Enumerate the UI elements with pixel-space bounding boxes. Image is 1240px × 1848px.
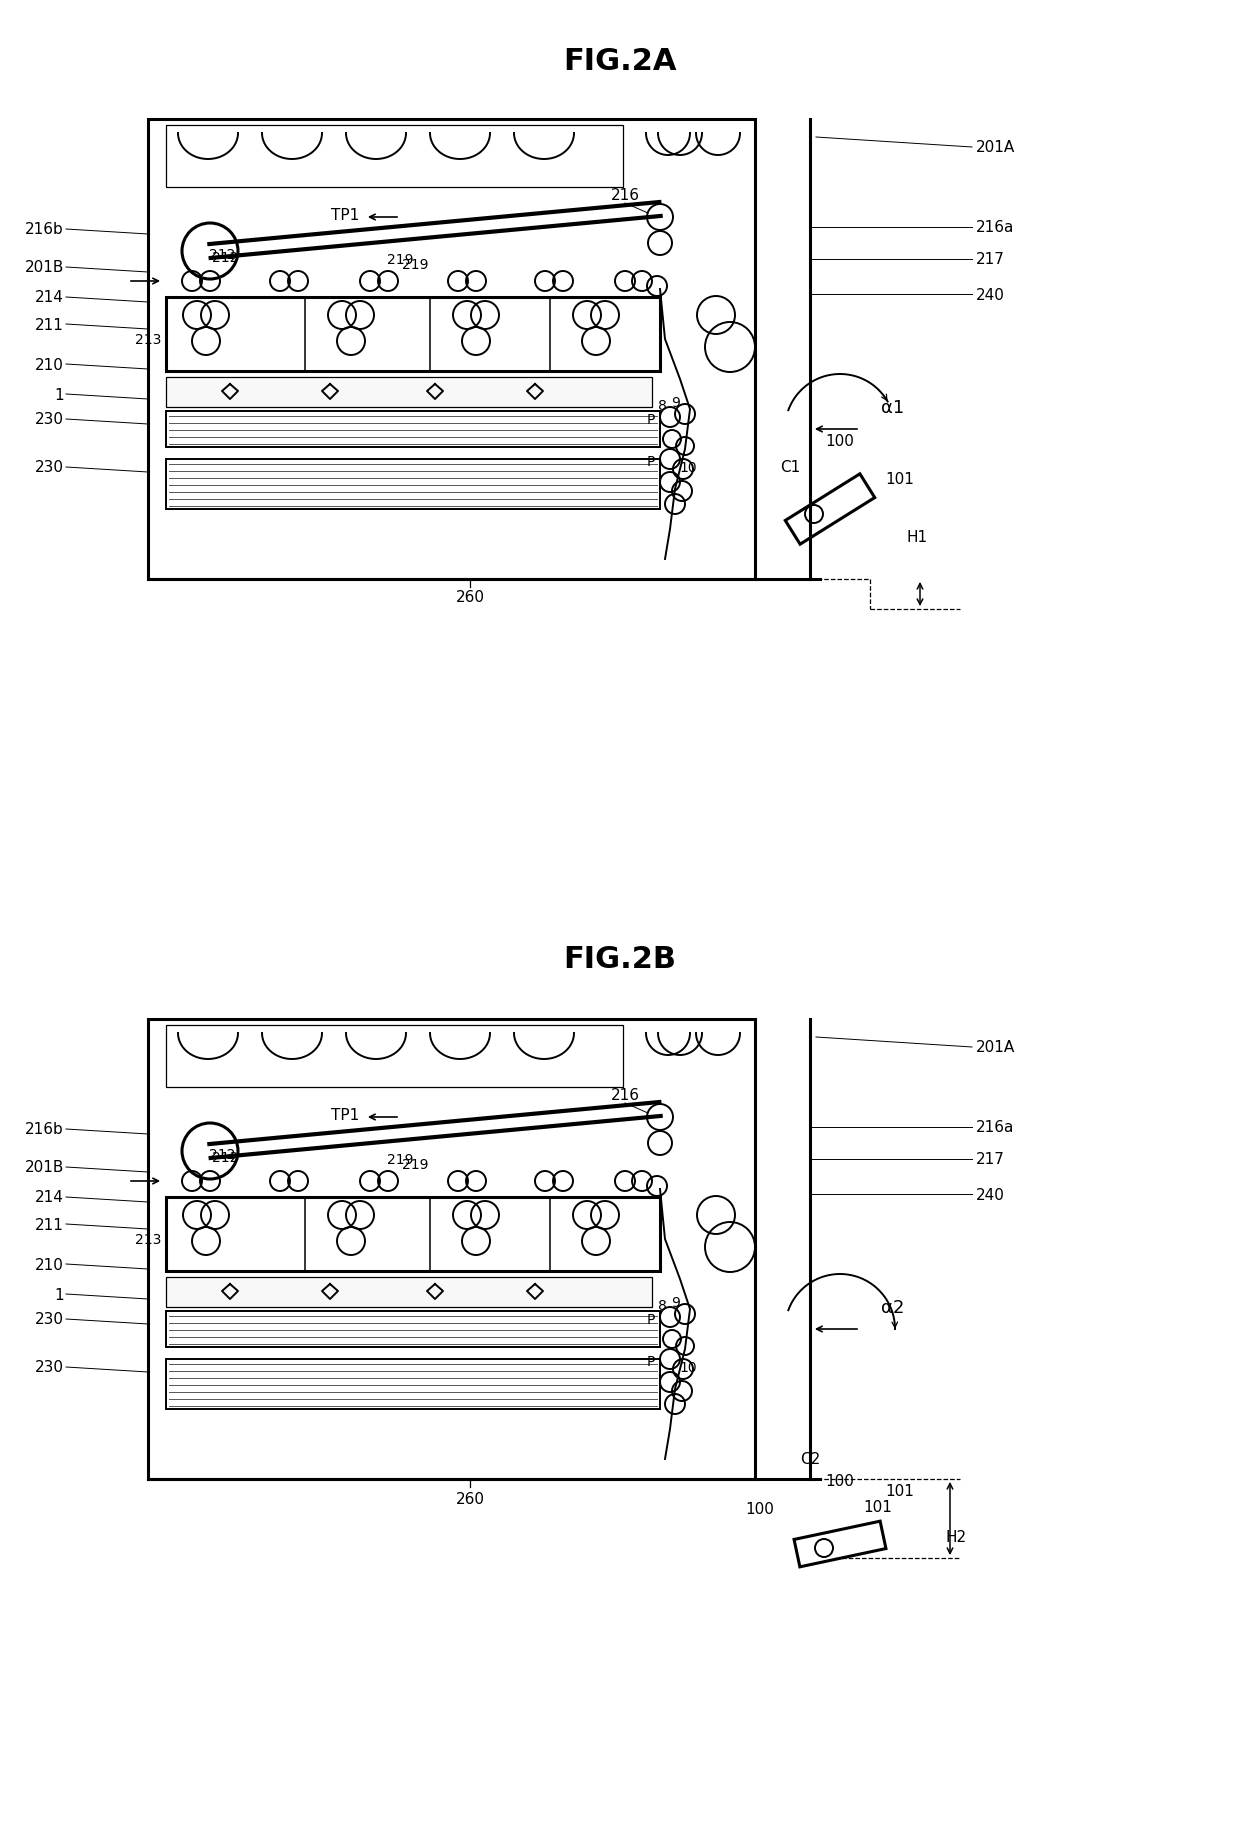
Text: 230: 230	[35, 460, 64, 475]
Text: 219: 219	[387, 253, 413, 266]
Text: 101: 101	[863, 1501, 893, 1515]
Text: 219: 219	[402, 1157, 428, 1172]
Text: 201B: 201B	[25, 261, 64, 275]
Text: FIG.2A: FIG.2A	[563, 48, 677, 76]
Text: 216: 216	[610, 1087, 640, 1101]
Text: 230: 230	[35, 1312, 64, 1327]
Text: 213: 213	[135, 1233, 161, 1246]
Text: 211: 211	[35, 318, 64, 333]
Text: 210: 210	[35, 357, 64, 371]
Bar	[166, 460, 660, 510]
Text: 219: 219	[387, 1153, 413, 1166]
Bar	[166, 126, 622, 188]
Text: 10: 10	[680, 460, 697, 475]
Bar	[166, 1277, 652, 1307]
Text: TP1: TP1	[331, 207, 360, 222]
Text: P: P	[647, 1312, 655, 1327]
Text: 9: 9	[672, 1295, 681, 1308]
Text: 101: 101	[885, 1484, 914, 1499]
Text: 211: 211	[35, 1216, 64, 1233]
Text: 214: 214	[35, 290, 64, 305]
Bar	[148, 1020, 755, 1478]
Bar	[166, 412, 660, 447]
Text: 8: 8	[657, 1299, 666, 1312]
Text: 8: 8	[657, 399, 666, 412]
Text: 230: 230	[35, 412, 64, 427]
Text: 212: 212	[212, 1149, 238, 1164]
Bar	[166, 1312, 660, 1347]
Text: 212: 212	[208, 248, 236, 262]
Text: 212: 212	[212, 251, 238, 264]
Text: 240: 240	[976, 1186, 1004, 1201]
Text: P: P	[647, 412, 655, 427]
Text: P: P	[647, 1355, 655, 1368]
Text: α1: α1	[882, 399, 905, 418]
Text: 214: 214	[35, 1190, 64, 1205]
Text: H2: H2	[945, 1530, 966, 1545]
Text: H1: H1	[906, 529, 928, 543]
Text: 213: 213	[135, 333, 161, 347]
Bar	[166, 1198, 660, 1271]
Bar	[166, 377, 652, 408]
Text: 260: 260	[455, 1491, 485, 1506]
Text: 10: 10	[680, 1360, 697, 1375]
Text: 216a: 216a	[976, 1120, 1014, 1135]
Text: C1: C1	[780, 460, 800, 475]
Text: 100: 100	[745, 1502, 775, 1517]
Bar	[148, 120, 755, 580]
Text: 201A: 201A	[976, 1040, 1016, 1055]
Text: α2: α2	[882, 1299, 905, 1316]
Text: 1: 1	[55, 1286, 64, 1301]
Text: 201A: 201A	[976, 140, 1016, 155]
Bar	[166, 1360, 660, 1410]
Text: 100: 100	[826, 1473, 854, 1489]
Text: 101: 101	[885, 473, 914, 488]
Text: TP1: TP1	[331, 1107, 360, 1122]
Text: 9: 9	[672, 395, 681, 410]
Text: 212: 212	[208, 1148, 236, 1161]
Text: P: P	[647, 455, 655, 469]
Text: 230: 230	[35, 1360, 64, 1375]
Text: FIG.2B: FIG.2B	[563, 944, 677, 974]
Text: 216: 216	[610, 187, 640, 203]
Text: 216b: 216b	[25, 222, 64, 237]
Text: 1: 1	[55, 388, 64, 403]
Text: 201B: 201B	[25, 1161, 64, 1175]
Bar	[166, 298, 660, 371]
Text: 219: 219	[402, 259, 428, 272]
Text: 210: 210	[35, 1257, 64, 1271]
Text: 216a: 216a	[976, 220, 1014, 235]
Text: 240: 240	[976, 286, 1004, 303]
Text: 216b: 216b	[25, 1122, 64, 1137]
Text: C2: C2	[800, 1453, 820, 1467]
Text: 217: 217	[976, 253, 1004, 268]
Text: 217: 217	[976, 1151, 1004, 1166]
Text: 100: 100	[826, 434, 854, 449]
Text: 260: 260	[455, 590, 485, 604]
Bar	[166, 1026, 622, 1087]
